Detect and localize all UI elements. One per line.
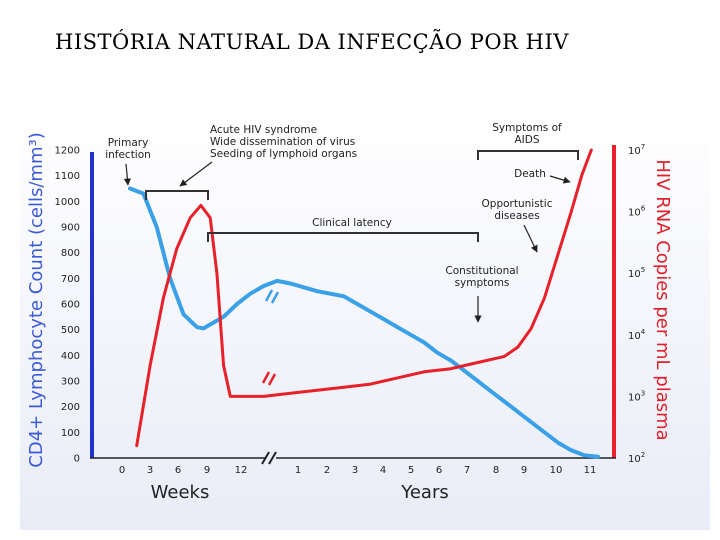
x-tick-label: 11: [584, 465, 597, 476]
x-tick-label: 0: [119, 465, 125, 476]
cd4-break-mark: [264, 289, 280, 304]
annotation-primary-infection: Primary infection: [105, 137, 151, 186]
annotation-symptoms-aids: Symptoms of AIDS: [477, 122, 579, 160]
right-axis-title: HIV RNA Copies per mL plasma: [652, 159, 673, 440]
x-tick-label: 9: [521, 465, 527, 476]
left-tick-label: 700: [61, 274, 80, 285]
slide-title: HISTÓRIA NATURAL DA INFECÇÃO POR HIV: [55, 30, 569, 54]
symptoms-aids-line-1: Symptoms of: [492, 122, 562, 134]
right-tick-label: 103: [628, 389, 645, 403]
left-tick-label: 200: [61, 402, 80, 413]
left-tick-label: 800: [61, 248, 80, 259]
x-tick-label: 10: [550, 465, 563, 476]
x-tick-label: 7: [464, 465, 470, 476]
right-axis-ticks: 102 103 104 105 106 107: [628, 143, 646, 465]
primary-infection-line-2: infection: [105, 149, 151, 161]
constitutional-line-2: symptoms: [455, 277, 510, 289]
left-tick-label: 400: [61, 351, 80, 362]
annotation-opportunistic: Opportunistic diseases: [482, 198, 553, 253]
left-tick-label: 300: [61, 377, 80, 388]
left-tick-label: 600: [61, 300, 80, 311]
x-label-years: Years: [400, 482, 449, 503]
symptoms-aids-line-2: AIDS: [514, 134, 539, 146]
right-tick-label: 106: [628, 205, 646, 219]
left-tick-label: 1100: [55, 171, 80, 182]
right-tick-label: 102: [628, 451, 645, 465]
x-axis-ticks: 0 3 6 9 12 1 2 3 4 5 6 7 8 9 10 11: [119, 465, 597, 476]
rna-series-line: [135, 148, 593, 448]
left-tick-label: 0: [74, 454, 80, 465]
annotation-death: Death: [514, 168, 571, 184]
acute-bracket: [145, 190, 209, 200]
x-tick-label: 3: [352, 465, 358, 476]
x-tick-label: 1: [295, 465, 301, 476]
left-axis-ticks: 0 100 200 300 400 500 600 700 800 900 1000 1100 1200: [55, 146, 80, 465]
x-tick-label: 4: [380, 465, 386, 476]
left-tick-label: 100: [61, 428, 80, 439]
right-tick-label: 104: [628, 328, 646, 342]
acute-line-3: Seeding of lymphoid organs: [210, 148, 357, 160]
chart-background: [20, 110, 710, 530]
x-tick-label: 2: [324, 465, 330, 476]
opportunistic-line-1: Opportunistic: [482, 198, 553, 210]
acute-line-2: Wide dissemination of virus: [210, 136, 355, 148]
aids-bracket: [477, 150, 579, 160]
x-tick-label: 6: [436, 465, 442, 476]
constitutional-line-1: Constitutional: [445, 265, 518, 277]
left-tick-label: 500: [61, 325, 80, 336]
left-tick-label: 1000: [55, 197, 80, 208]
x-tick-label: 9: [204, 465, 210, 476]
x-label-weeks: Weeks: [151, 482, 210, 503]
annotation-clinical-latency: Clinical latency: [207, 217, 479, 242]
x-axis-break: [261, 451, 277, 465]
primary-infection-line-1: Primary: [108, 137, 149, 149]
x-tick-label: 5: [408, 465, 414, 476]
x-tick-label: 12: [235, 465, 248, 476]
right-tick-label: 105: [628, 266, 645, 280]
annotation-constitutional: Constitutional symptoms: [445, 265, 519, 323]
opportunistic-line-2: diseases: [494, 210, 539, 222]
left-tick-label: 900: [61, 223, 80, 234]
left-axis-title: CD4+ Lymphocyte Count (cells/mm³): [26, 132, 47, 467]
cd4-series-line: [128, 186, 600, 459]
x-tick-label: 6: [175, 465, 181, 476]
clinical-latency-label: Clinical latency: [312, 217, 392, 229]
x-tick-label: 3: [147, 465, 153, 476]
left-tick-label: 1200: [55, 146, 80, 157]
annotation-acute-hiv: Acute HIV syndrome Wide dissemination of …: [145, 124, 357, 200]
x-tick-label: 8: [493, 465, 499, 476]
acute-line-1: Acute HIV syndrome: [210, 124, 317, 136]
death-label: Death: [514, 168, 546, 180]
latency-bracket: [207, 232, 479, 242]
rna-break-mark: [261, 371, 277, 386]
right-tick-label: 107: [628, 143, 645, 157]
